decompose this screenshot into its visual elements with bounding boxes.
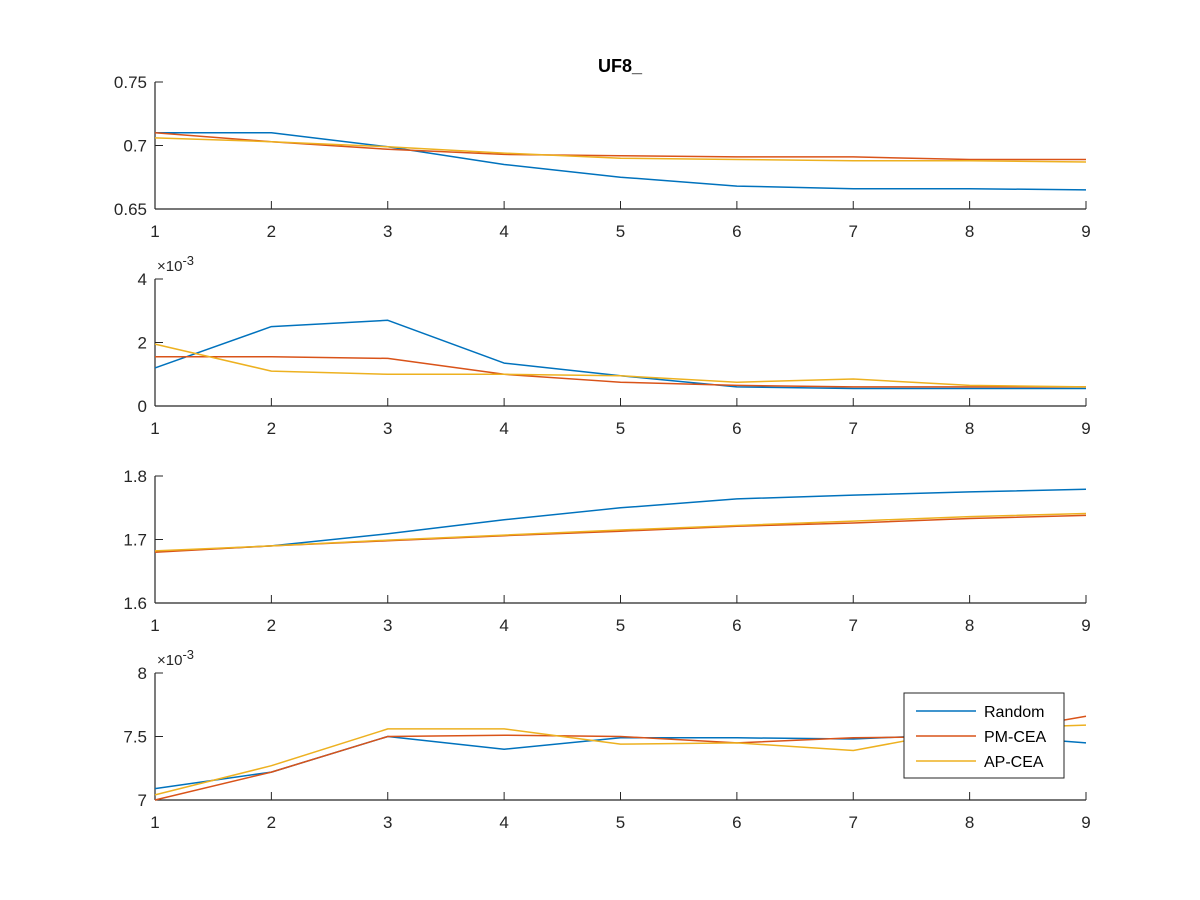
x-tick-label: 8 <box>965 419 974 438</box>
x-tick-label: 9 <box>1081 813 1090 832</box>
subplot-3: 1 2 3 4 5 6 7 8 9 1.6 1.7 1.8 <box>123 467 1090 635</box>
subplot-2: 1 2 3 4 5 6 7 8 9 0 2 4 ×10-3 <box>138 253 1091 438</box>
x-tick-label: 7 <box>849 419 858 438</box>
chart-title: UF8_ <box>598 56 643 76</box>
series-line-2 <box>154 514 1087 553</box>
y-tick-label: 1.6 <box>123 594 147 613</box>
legend-label: PM-CEA <box>984 729 1047 746</box>
series-line-3 <box>154 512 1087 552</box>
x-tick-label: 2 <box>267 419 276 438</box>
x-tick-label: 6 <box>732 616 741 635</box>
y-tick-label: 0.7 <box>123 137 147 156</box>
y-tick-label: 7 <box>138 791 147 810</box>
x-tick-label: 5 <box>616 419 625 438</box>
x-tick-label: 4 <box>499 222 508 241</box>
x-tick-label: 3 <box>383 813 392 832</box>
y-tick-label: 2 <box>138 334 147 353</box>
x-tick-label: 5 <box>616 222 625 241</box>
x-tick-label: 2 <box>267 616 276 635</box>
x-tick-label: 9 <box>1081 616 1090 635</box>
x-tick-label: 6 <box>732 813 741 832</box>
series-line-1 <box>154 488 1087 553</box>
y-tick-label: 0.75 <box>114 73 147 92</box>
y-tick-label: 1.8 <box>123 467 147 486</box>
y-tick-label: 8 <box>138 664 147 683</box>
x-tick-label: 5 <box>616 616 625 635</box>
subplot-1: 1 2 3 4 5 6 7 8 9 0.65 0.7 0.75 <box>114 73 1091 241</box>
legend-label: Random <box>984 704 1044 721</box>
x-tick-label: 3 <box>383 616 392 635</box>
legend-label: AP-CEA <box>984 754 1044 771</box>
subplot-4: 1 2 3 4 5 6 7 8 9 7 7.5 8 ×10-3 Random PM-CEA AP-CEA <box>123 647 1090 832</box>
x-tick-label: 9 <box>1081 222 1090 241</box>
series-line-1 <box>154 319 1086 390</box>
y-tick-label: 7.5 <box>123 728 147 747</box>
x-tick-label: 1 <box>150 419 159 438</box>
legend: Random PM-CEA AP-CEA <box>903 692 1065 779</box>
x-tick-label: 8 <box>965 813 974 832</box>
y-exponent-label: ×10-3 <box>157 253 194 275</box>
y-exponent-label: ×10-3 <box>157 647 194 669</box>
x-tick-label: 7 <box>849 616 858 635</box>
x-tick-label: 6 <box>732 222 741 241</box>
subplots: 1 2 3 4 5 6 7 8 9 0.65 0.7 0.75 1 2 3 4 5 6 7 8 9 0 2 4 ×10-3 1 2 3… <box>114 73 1091 832</box>
x-tick-label: 3 <box>383 222 392 241</box>
x-tick-label: 7 <box>849 222 858 241</box>
x-tick-label: 1 <box>150 222 159 241</box>
x-tick-label: 8 <box>965 616 974 635</box>
x-tick-label: 2 <box>267 222 276 241</box>
series-line-3 <box>154 137 1087 163</box>
x-tick-label: 5 <box>616 813 625 832</box>
x-tick-label: 6 <box>732 419 741 438</box>
y-tick-label: 0.65 <box>114 200 147 219</box>
x-tick-label: 4 <box>499 616 508 635</box>
x-tick-label: 3 <box>383 419 392 438</box>
y-tick-label: 1.7 <box>123 531 147 550</box>
x-tick-label: 2 <box>267 813 276 832</box>
series-line-2 <box>154 132 1086 161</box>
x-tick-label: 1 <box>150 813 159 832</box>
x-tick-label: 8 <box>965 222 974 241</box>
series-line-2 <box>155 356 1086 388</box>
x-tick-label: 4 <box>499 419 508 438</box>
y-tick-label: 0 <box>138 397 147 416</box>
y-tick-label: 4 <box>138 270 147 289</box>
x-tick-label: 1 <box>150 616 159 635</box>
series-line-3 <box>154 343 1087 388</box>
series-line-1 <box>155 132 1087 191</box>
x-tick-label: 7 <box>849 813 858 832</box>
x-tick-label: 4 <box>499 813 508 832</box>
x-tick-label: 9 <box>1081 419 1090 438</box>
